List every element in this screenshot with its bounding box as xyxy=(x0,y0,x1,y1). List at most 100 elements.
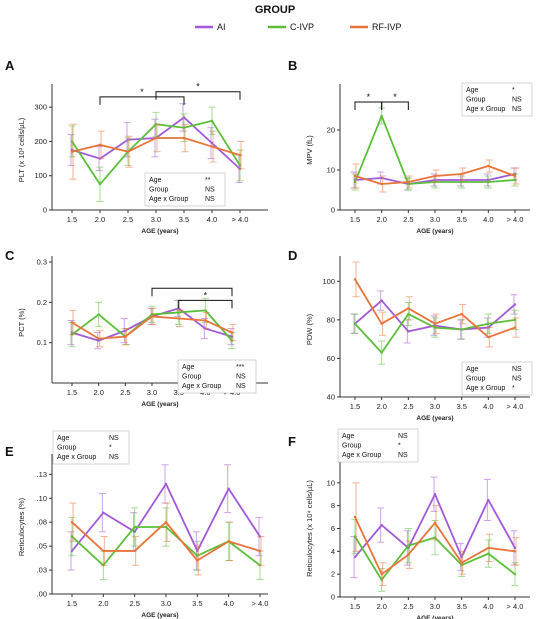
panel-letter: A xyxy=(5,58,15,73)
stat-value: * xyxy=(512,385,515,392)
data-point xyxy=(70,521,74,524)
y-axis-label: PDW (%) xyxy=(305,313,314,345)
data-point xyxy=(380,182,383,186)
x-tick-label: 4.0 xyxy=(223,599,233,608)
data-point xyxy=(487,498,490,502)
data-point xyxy=(154,136,158,140)
data-point xyxy=(210,145,214,148)
data-point xyxy=(487,336,490,339)
y-axis-label: Reticulocytes (x 10⁴ cells/µL) xyxy=(305,480,314,577)
data-point xyxy=(513,303,517,306)
panel-letter: D xyxy=(288,248,297,263)
stat-value: NS xyxy=(512,97,522,104)
y-tick-label: 0.2 xyxy=(37,298,47,307)
data-point xyxy=(70,150,74,153)
data-point xyxy=(380,299,383,302)
stat-value: NS xyxy=(512,376,522,383)
series-c-ivp xyxy=(351,518,519,592)
y-axis-label: PLT (x 10³ cells/µL) xyxy=(17,117,26,182)
data-point xyxy=(407,180,410,184)
stat-label: Age xyxy=(342,433,355,440)
x-tick-label: > 4.0 xyxy=(507,402,524,411)
stats-box: Age *** Group NS Age x Group NS xyxy=(177,359,257,394)
significance-label: * xyxy=(367,92,371,102)
panel-a: A 0 100 200 300 1.5 2.0 2.5 3.0 3.5 4.0 > 4.0 AGE (y… xyxy=(5,58,268,235)
stat-value: NS xyxy=(512,366,522,373)
data-point xyxy=(380,114,383,118)
y-tick-label: 0.3 xyxy=(37,258,47,267)
data-point xyxy=(177,317,180,320)
data-point xyxy=(98,143,102,147)
stats-box: Age * Group NS Age x Group NS xyxy=(461,82,533,117)
x-tick-label: 3.0 xyxy=(151,215,161,224)
series-ai xyxy=(350,167,518,191)
x-axis-label: AGE (years) xyxy=(416,415,453,422)
stat-label: Age xyxy=(466,366,479,373)
y-tick-label: 200 xyxy=(34,137,47,146)
data-point xyxy=(380,523,383,527)
significance-label: * xyxy=(393,92,397,102)
y-tick-label: 40 xyxy=(327,393,335,402)
stats-box: Age NS Group * Age x Group NS xyxy=(337,428,419,463)
data-point xyxy=(353,322,357,325)
data-point xyxy=(238,153,242,157)
x-axis-label: AGE (years) xyxy=(416,228,453,235)
stat-label: Age xyxy=(466,87,479,94)
y-tick-label: 4 xyxy=(331,547,335,556)
y-tick-label: 0 xyxy=(331,593,335,602)
stat-value: ** xyxy=(205,177,211,184)
panel-letter: C xyxy=(5,248,15,263)
series-rf-ivp xyxy=(69,502,265,576)
data-point xyxy=(150,315,154,318)
series-rf-ivp xyxy=(69,307,237,348)
stat-label: Group xyxy=(466,97,486,104)
data-point xyxy=(102,511,105,514)
y-tick-label: 100 xyxy=(34,171,47,180)
significance-bracket: * xyxy=(381,92,409,110)
data-point xyxy=(487,546,490,550)
x-axis-label: AGE (years) xyxy=(416,615,453,619)
stat-label: Age x Group xyxy=(182,383,221,390)
data-point xyxy=(407,330,410,333)
x-tick-label: 1.5 xyxy=(67,599,77,608)
data-point xyxy=(227,487,230,490)
x-tick-label: 2.0 xyxy=(376,402,386,411)
data-point xyxy=(164,521,168,524)
stat-label: Age x Group xyxy=(149,196,188,203)
stat-value: NS xyxy=(398,433,408,440)
panel-letter: F xyxy=(288,434,296,449)
data-point xyxy=(513,550,517,553)
data-point xyxy=(196,559,199,562)
y-tick-label: .05 xyxy=(37,542,47,551)
x-tick-label: 3.0 xyxy=(430,215,440,224)
data-point xyxy=(126,150,130,153)
data-point xyxy=(182,136,186,140)
stat-label: Age x Group xyxy=(342,452,381,459)
data-point xyxy=(133,549,136,553)
panel-letter: B xyxy=(288,58,297,73)
data-point xyxy=(433,521,437,524)
data-point xyxy=(460,328,463,331)
x-tick-label: > 4.0 xyxy=(507,215,524,224)
significance-label: * xyxy=(204,290,208,300)
series-ai xyxy=(350,476,518,579)
stat-value: NS xyxy=(236,374,246,381)
x-tick-label: 2.5 xyxy=(120,388,130,397)
significance-label: * xyxy=(140,87,144,97)
panel-d: D 40 60 80 100 1.5 2.0 2.5 3.0 3.5 4.0 > 4.0 AGE (ye… xyxy=(288,248,533,422)
x-tick-label: 3.5 xyxy=(192,599,202,608)
significance-bracket: * xyxy=(155,82,241,100)
y-tick-label: .10 xyxy=(37,494,47,503)
stat-value: NS xyxy=(205,187,215,194)
panel-b: B 0 10 20 1.5 2.0 2.5 3.0 3.5 4.0 > 4.0 AGE (years)… xyxy=(288,58,533,235)
stat-label: Age xyxy=(57,435,70,442)
legend-item-c-ivp: C-IVP xyxy=(268,22,314,32)
x-tick-label: 1.5 xyxy=(67,388,77,397)
data-point xyxy=(204,319,207,322)
y-axis-label: MPV (fL) xyxy=(305,135,314,165)
stat-value: * xyxy=(398,443,401,450)
legend-label: RF-IVP xyxy=(372,22,402,32)
data-point xyxy=(210,119,214,123)
data-point xyxy=(97,337,100,340)
